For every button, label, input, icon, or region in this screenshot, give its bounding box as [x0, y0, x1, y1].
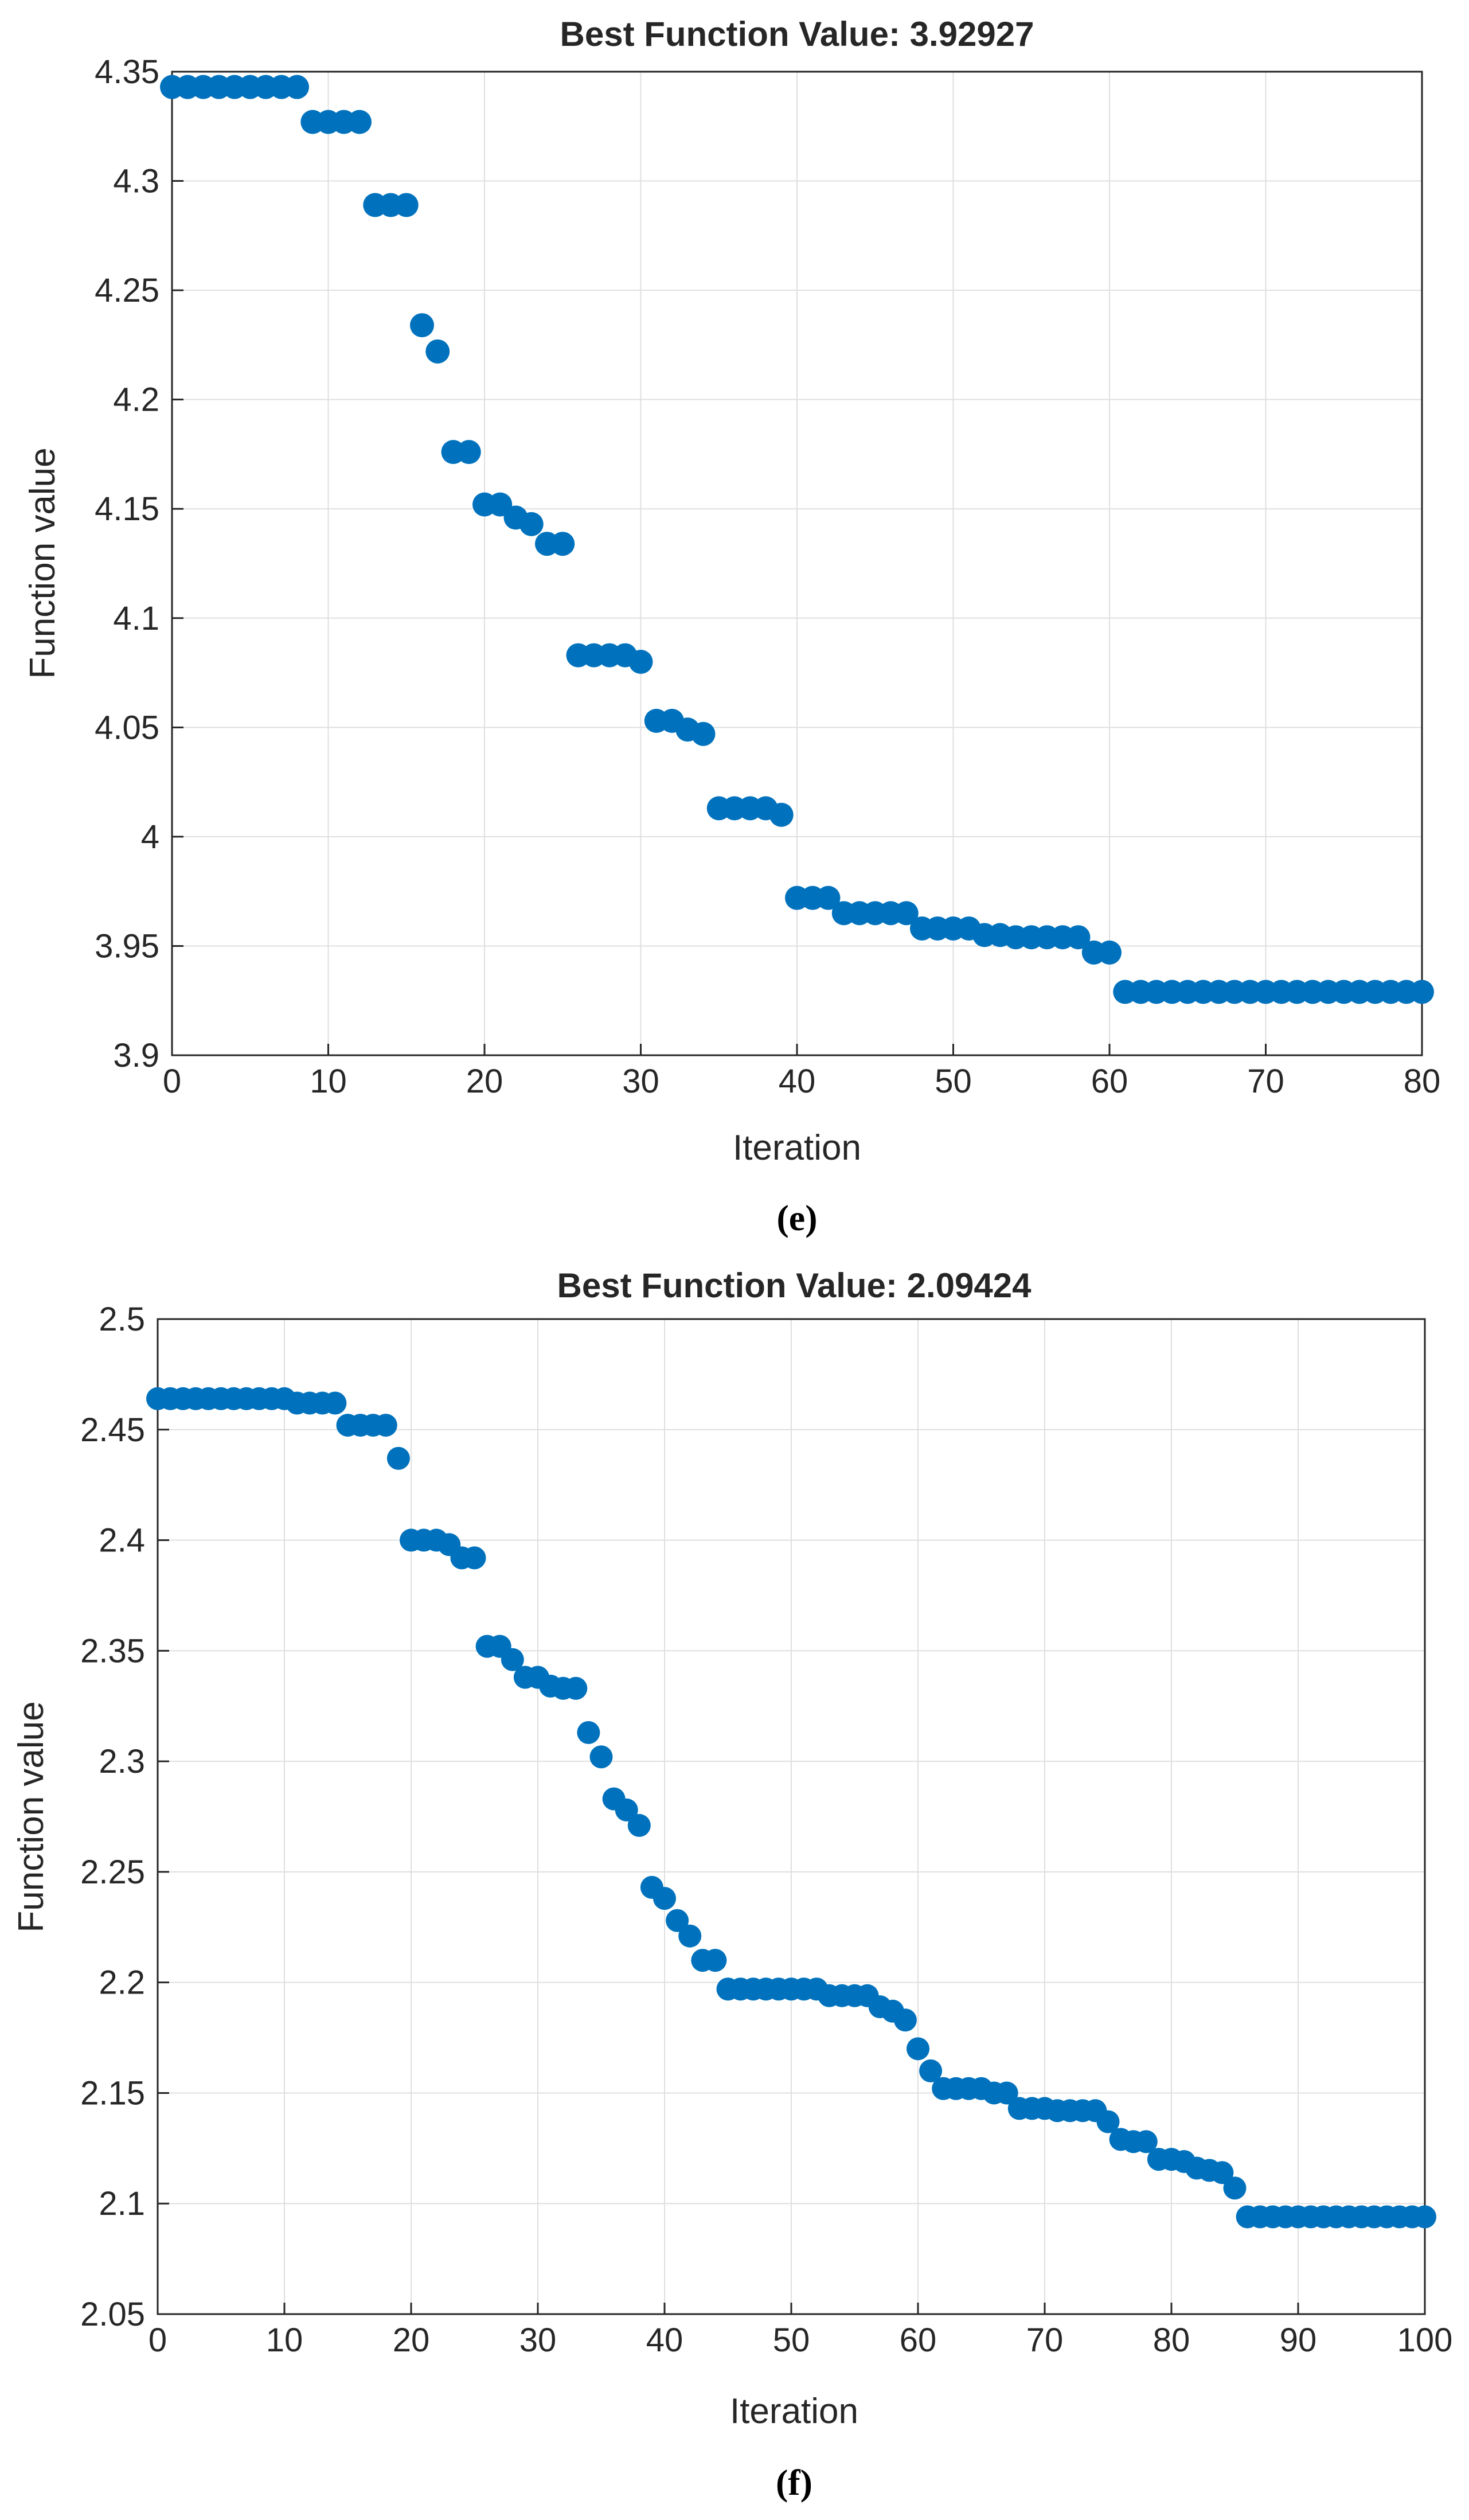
chart-f-xtick-label: 80 [1153, 2322, 1190, 2359]
chart-f-point [1096, 2110, 1120, 2133]
chart-f-point [893, 2008, 917, 2032]
chart-e-xtick-label: 10 [310, 1063, 347, 1100]
chart-f-point [666, 1909, 689, 1932]
chart-e: Best Function Value: 3.92927 0 10 20 30 40 50… [23, 15, 1440, 1238]
chart-e-ytick-label: 4.3 [113, 163, 159, 200]
chart-e-point [519, 512, 544, 536]
chart-e-point [285, 75, 309, 99]
chart-f-xtick-label: 100 [1397, 2322, 1453, 2359]
chart-f-ytick-label: 2.3 [99, 1743, 145, 1780]
chart-f-point [627, 1813, 651, 1837]
chart-e-point [394, 193, 419, 217]
chart-e-xtick-label: 80 [1404, 1063, 1441, 1100]
chart-e-xtick-label: 70 [1247, 1063, 1284, 1100]
chart-e-point [425, 339, 450, 364]
chart-f-point [1134, 2130, 1158, 2154]
chart-e-ytick-label: 3.9 [113, 1037, 159, 1074]
chart-e-point [550, 532, 575, 556]
chart-e-ytick-label: 4.15 [95, 490, 159, 528]
chart-e-point [691, 721, 716, 746]
chart-e-xlabel: Iteration [733, 1128, 861, 1168]
chart-f-ylabel: Function value [11, 1701, 51, 1932]
chart-f-ytick-label: 2.25 [80, 1854, 145, 1891]
chart-f-ticks: 0 10 20 30 40 50 60 70 80 90 100 2.05 2.1 2.15 2.2 2.25… [80, 1301, 1452, 2359]
chart-f-point [678, 1924, 702, 1948]
chart-e-ytick-label: 4.05 [95, 709, 159, 746]
chart-f: Best Function Value: 2.09424 0 10 20 30 40 50… [11, 1266, 1452, 2503]
chart-e-points [160, 75, 1434, 1004]
chart-e-xtick-label: 20 [466, 1063, 503, 1100]
chart-f-point [653, 1887, 676, 1910]
chart-f-point [386, 1446, 410, 1470]
chart-f-ytick-label: 2.35 [80, 1632, 145, 1669]
chart-e-ytick-label: 3.95 [95, 927, 159, 965]
chart-f-caption: (f) [776, 2462, 812, 2503]
chart-e-caption: (e) [776, 1197, 817, 1238]
chart-e-point [1066, 925, 1091, 950]
chart-e-point [1097, 940, 1122, 965]
chart-f-ytick-label: 2.2 [99, 1964, 145, 2002]
chart-e-point [894, 901, 919, 926]
chart-e-grid [171, 71, 1423, 1056]
chart-f-xlabel: Iteration [730, 2392, 858, 2431]
chart-e-point [456, 440, 481, 465]
chart-f-xtick-label: 60 [900, 2322, 937, 2359]
chart-f-point [374, 1414, 397, 1437]
chart-f-ytick-label: 2.05 [80, 2296, 145, 2333]
chart-f-point [907, 2037, 929, 2061]
chart-f-point [589, 1745, 613, 1769]
chart-f-xtick-label: 70 [1026, 2322, 1064, 2359]
chart-f-xtick-label: 10 [266, 2322, 303, 2359]
chart-f-xtick-label: 20 [393, 2322, 430, 2359]
chart-f-xtick-label: 50 [773, 2322, 810, 2359]
chart-f-point [501, 1648, 524, 1671]
chart-e-point [816, 885, 841, 910]
chart-e-xtick-label: 60 [1091, 1063, 1128, 1100]
chart-f-title: Best Function Value: 2.09424 [557, 1266, 1032, 1305]
chart-e-ytick-label: 4.1 [113, 600, 159, 637]
chart-e-ytick-label: 4.35 [95, 53, 159, 91]
chart-f-ytick-label: 2.1 [99, 2185, 145, 2222]
chart-f-xtick-label: 0 [149, 2322, 167, 2359]
chart-f-ytick-label: 2.5 [99, 1301, 145, 1338]
chart-f-xtick-label: 90 [1280, 2322, 1317, 2359]
chart-e-ticks: 0 10 20 30 40 50 60 70 80 3.9 3.95 4 4.05 4.1 4.15 4.2 4… [95, 53, 1440, 1100]
chart-e-ytick-label: 4 [141, 818, 159, 856]
chart-e-point [1410, 980, 1434, 1004]
chart-f-point [564, 1676, 588, 1700]
chart-e-xtick-label: 0 [163, 1063, 181, 1100]
chart-e-xtick-label: 50 [935, 1063, 972, 1100]
chart-e-ytick-label: 4.25 [95, 272, 159, 309]
chart-f-point [1210, 2161, 1234, 2184]
chart-f-point [704, 1949, 727, 1972]
chart-f-point [1223, 2176, 1247, 2200]
chart-f-point [463, 1546, 486, 1570]
chart-f-ytick-label: 2.45 [80, 1411, 145, 1449]
chart-f-ytick-label: 2.4 [99, 1522, 145, 1559]
chart-f-xtick-label: 30 [519, 2322, 557, 2359]
chart-f-points [146, 1387, 1436, 2229]
chart-e-point [347, 110, 372, 134]
chart-f-point [1413, 2205, 1436, 2229]
chart-e-xtick-label: 30 [622, 1063, 659, 1100]
chart-f-point [995, 2081, 1018, 2105]
chart-f-grid [157, 1318, 1425, 2315]
chart-f-ytick-label: 2.15 [80, 2074, 145, 2112]
chart-e-point [628, 650, 653, 674]
chart-f-point [577, 1721, 600, 1744]
chart-f-point [615, 1798, 638, 1821]
chart-e-xtick-label: 40 [779, 1063, 816, 1100]
chart-e-point [410, 313, 434, 338]
chart-e-title: Best Function Value: 3.92927 [560, 15, 1034, 53]
chart-e-ytick-label: 4.2 [113, 381, 159, 419]
chart-f-point [919, 2059, 943, 2082]
chart-f-xtick-label: 40 [646, 2322, 683, 2359]
chart-f-point [323, 1391, 347, 1415]
chart-e-point [769, 802, 794, 827]
chart-e-ylabel: Function value [23, 447, 62, 678]
